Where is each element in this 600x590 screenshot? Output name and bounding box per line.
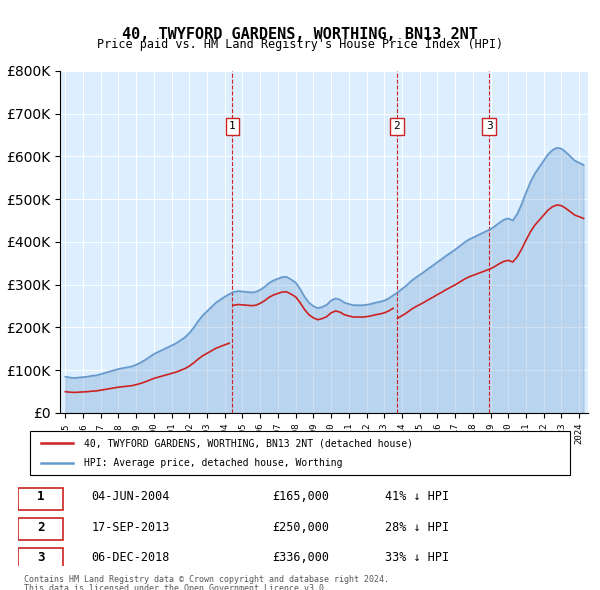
Text: Contains HM Land Registry data © Crown copyright and database right 2024.: Contains HM Land Registry data © Crown c… [24,575,389,584]
Text: 33% ↓ HPI: 33% ↓ HPI [385,550,449,564]
Text: 28% ↓ HPI: 28% ↓ HPI [385,520,449,533]
FancyBboxPatch shape [18,518,63,540]
Text: £165,000: £165,000 [272,490,329,503]
Text: 06-DEC-2018: 06-DEC-2018 [91,550,170,564]
Text: Price paid vs. HM Land Registry's House Price Index (HPI): Price paid vs. HM Land Registry's House … [97,38,503,51]
Text: 3: 3 [37,550,44,564]
Text: 40, TWYFORD GARDENS, WORTHING, BN13 2NT: 40, TWYFORD GARDENS, WORTHING, BN13 2NT [122,27,478,41]
Text: 40, TWYFORD GARDENS, WORTHING, BN13 2NT (detached house): 40, TWYFORD GARDENS, WORTHING, BN13 2NT … [84,438,413,448]
Text: 04-JUN-2004: 04-JUN-2004 [91,490,170,503]
FancyBboxPatch shape [18,488,63,510]
Text: £250,000: £250,000 [272,520,329,533]
Text: 1: 1 [37,490,44,503]
FancyBboxPatch shape [18,548,63,570]
Text: 17-SEP-2013: 17-SEP-2013 [91,520,170,533]
Text: 3: 3 [486,122,493,132]
Text: £336,000: £336,000 [272,550,329,564]
Text: 2: 2 [37,520,44,533]
Text: This data is licensed under the Open Government Licence v3.0.: This data is licensed under the Open Gov… [24,584,329,590]
Text: 2: 2 [394,122,400,132]
Text: 1: 1 [229,122,236,132]
Text: HPI: Average price, detached house, Worthing: HPI: Average price, detached house, Wort… [84,458,343,467]
FancyBboxPatch shape [30,431,570,475]
Text: 41% ↓ HPI: 41% ↓ HPI [385,490,449,503]
